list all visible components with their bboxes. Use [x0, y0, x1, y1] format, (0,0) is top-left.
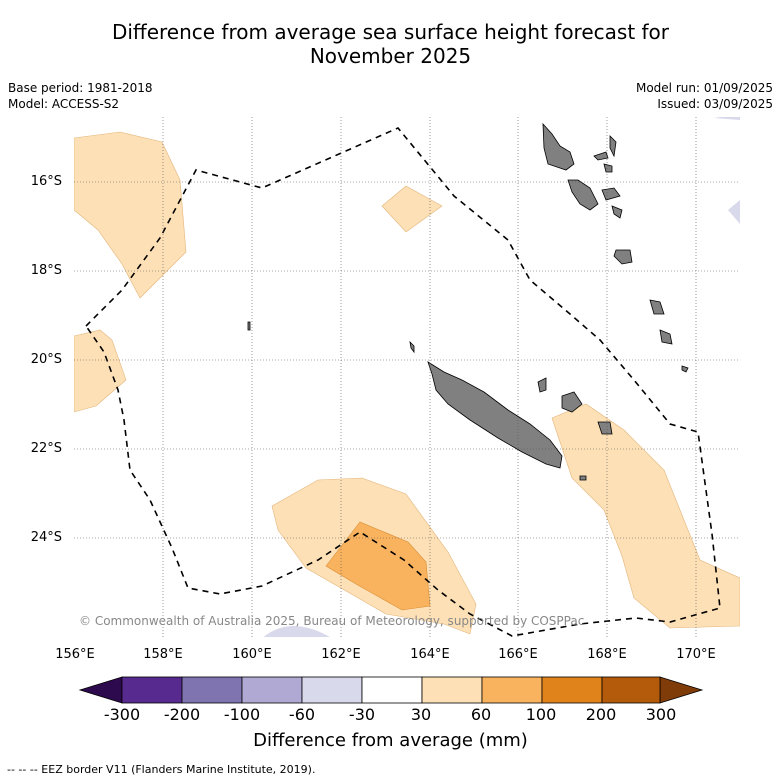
colorbar-segment: [481, 676, 543, 704]
lon-label-168e: 168°E: [587, 647, 627, 662]
lat-label-18s: 18°S: [30, 263, 62, 278]
island-maewo: [609, 135, 617, 158]
model-run: Model run: 01/09/2025: [635, 81, 773, 95]
colorbar-tick-label: -60: [288, 705, 316, 724]
colorbar-tick-label: -200: [163, 705, 201, 724]
island-belep: [409, 340, 415, 354]
eez-border: [84, 127, 721, 637]
island-ambrym: [601, 187, 621, 201]
metadata-right: Model run: 01/09/2025 Issued: 03/09/2025: [636, 80, 773, 112]
colorbar-segments: [121, 676, 661, 704]
colorbar-over-triangle: [659, 676, 704, 704]
colorbar-tick-label: -300: [103, 705, 141, 724]
lat-label-16s: 16°S: [30, 174, 62, 189]
colorbar-tick-label: -100: [223, 705, 261, 724]
chart-title: Difference from average sea surface heig…: [0, 20, 781, 68]
island-malo: [593, 151, 609, 161]
island-ouvea: [537, 377, 547, 393]
issued-date: Issued: 03/09/2025: [657, 97, 773, 111]
colorbar-segment: [181, 676, 243, 704]
colorbar-tick-label: 100: [525, 705, 557, 724]
lon-label-166e: 166°E: [498, 647, 538, 662]
title-line-2: November 2025: [309, 44, 472, 68]
island-malekula: [567, 179, 599, 211]
base-period: Base period: 1981-2018: [8, 81, 153, 95]
lon-label-170e: 170°E: [676, 647, 716, 662]
negative-anomaly-south: [263, 626, 330, 637]
colorbar-segment: [121, 676, 183, 704]
island-espiritu-santo: [542, 122, 575, 171]
island-grande-terre: [427, 361, 563, 469]
island-tanna: [659, 329, 673, 345]
metadata-left: Base period: 1981-2018 Model: ACCESS-S2: [8, 80, 153, 112]
colorbar-segment: [541, 676, 603, 704]
anomaly-southeast: [551, 403, 740, 629]
lon-label-160e: 160°E: [232, 647, 272, 662]
island-epi: [611, 205, 623, 219]
colorbar-segment: [601, 676, 661, 704]
lon-label-162e: 162°E: [321, 647, 361, 662]
colorbar-segment: [301, 676, 363, 704]
island-aneityum: [681, 365, 689, 373]
lon-label-164e: 164°E: [410, 647, 450, 662]
island-isle-of-pines: [579, 475, 587, 481]
lat-label-20s: 20°S: [30, 352, 62, 367]
anomaly-south-central-core: [325, 521, 431, 611]
title-line-1: Difference from average sea surface heig…: [111, 20, 670, 44]
colorbar: [78, 676, 704, 704]
negative-anomaly-east: [728, 200, 740, 224]
anomaly-west: [74, 329, 127, 413]
lon-label-156e: 156°E: [55, 647, 95, 662]
island-chesterfield: [247, 321, 251, 331]
island-efate: [613, 249, 633, 265]
lat-label-22s: 22°S: [30, 441, 62, 456]
eez-legend-note: -- -- -- EEZ border V11 (Flanders Marine…: [7, 763, 316, 776]
island-erromango: [649, 299, 665, 315]
island-mare: [597, 421, 613, 435]
model-name: Model: ACCESS-S2: [8, 97, 120, 111]
negative-anomaly-ne: [714, 117, 740, 120]
lon-label-158e: 158°E: [143, 647, 183, 662]
colorbar-tick-label: 30: [410, 705, 432, 724]
gridlines: [74, 117, 740, 637]
copyright-note: © Commonwealth of Australia 2025, Bureau…: [79, 614, 585, 628]
anomaly-northwest: [74, 131, 187, 299]
anomaly-north-central: [381, 185, 443, 233]
colorbar-under-triangle: [78, 676, 123, 704]
lat-label-24s: 24°S: [30, 530, 62, 545]
colorbar-tick-label: 300: [645, 705, 677, 724]
colorbar-tick-label: -30: [348, 705, 376, 724]
colorbar-segment: [361, 676, 423, 704]
new-caledonia-islands: [247, 321, 613, 481]
colorbar-segment: [241, 676, 303, 704]
colorbar-title: Difference from average (mm): [253, 730, 528, 751]
island-pentecost-south: [603, 163, 613, 173]
vanuatu-islands: [542, 122, 689, 373]
island-lifou: [561, 391, 583, 413]
colorbar-segment: [421, 676, 483, 704]
colorbar-tick-label: 200: [585, 705, 617, 724]
colorbar-tick-label: 60: [470, 705, 492, 724]
